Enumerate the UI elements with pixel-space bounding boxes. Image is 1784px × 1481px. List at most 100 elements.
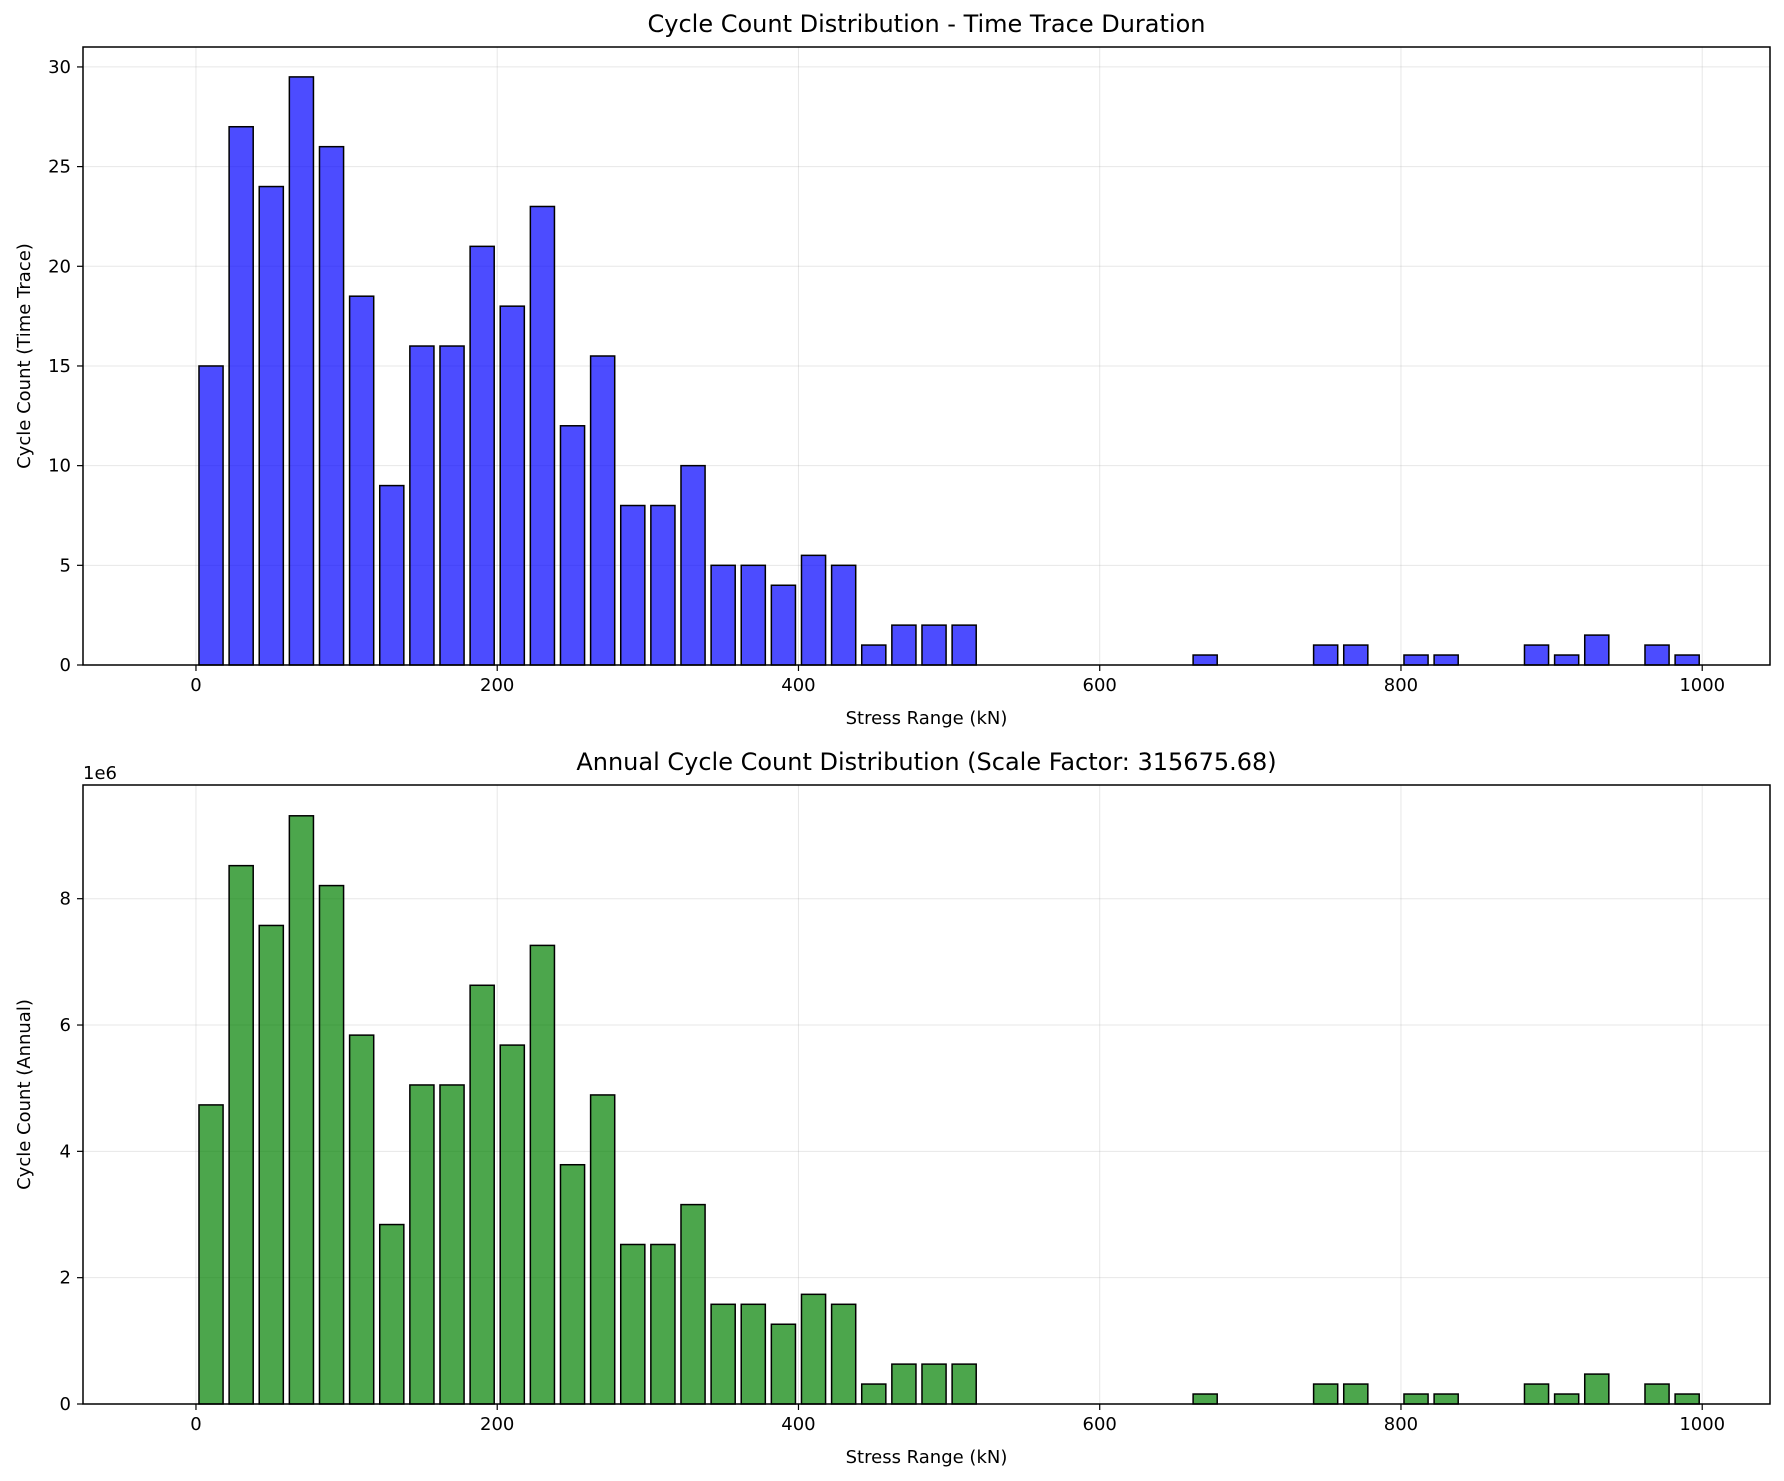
bar xyxy=(1433,1393,1459,1405)
bar xyxy=(1553,654,1580,666)
bar xyxy=(680,464,706,666)
bar xyxy=(1312,644,1339,666)
bar xyxy=(469,245,495,666)
bar xyxy=(409,1084,435,1405)
bar xyxy=(559,1163,586,1405)
y-tick-label: 0 xyxy=(60,1394,71,1415)
bar xyxy=(288,76,315,666)
y-tick-label: 20 xyxy=(48,256,71,277)
bar xyxy=(1433,654,1459,666)
bar xyxy=(228,864,254,1405)
bar xyxy=(348,295,375,666)
x-tick-label: 200 xyxy=(480,675,514,696)
bar xyxy=(891,624,917,666)
bar xyxy=(348,1034,375,1405)
x-ticks: 0 200 400 600 800 1000 xyxy=(190,665,1725,696)
bar xyxy=(1403,1393,1429,1405)
y-ticks: 0 5 10 15 20 25 30 xyxy=(48,57,83,676)
annual-histogram-panel: 0 200 400 600 800 1000 0 2 4 6 8 Annual Cycle Cou… xyxy=(14,748,1771,1468)
bar xyxy=(1644,644,1670,666)
y-tick-label: 5 xyxy=(60,555,71,576)
bar xyxy=(198,365,224,666)
bar xyxy=(891,1363,917,1405)
chart-title: Cycle Count Distribution - Time Trace Du… xyxy=(648,10,1206,38)
bar xyxy=(589,355,616,666)
x-tick-label: 400 xyxy=(781,675,815,696)
x-tick-label: 0 xyxy=(190,1414,201,1435)
x-tick-label: 600 xyxy=(1083,675,1117,696)
bar xyxy=(529,205,556,666)
bar xyxy=(921,1363,947,1405)
bar xyxy=(800,1293,827,1405)
x-tick-label: 1000 xyxy=(1679,675,1725,696)
bar xyxy=(740,564,767,666)
plot-frame xyxy=(82,784,1771,1405)
bar xyxy=(589,1094,616,1405)
bar xyxy=(710,1303,736,1405)
y-tick-label: 6 xyxy=(60,1015,71,1036)
bars-group xyxy=(198,815,1700,1405)
bar xyxy=(529,944,556,1405)
bar xyxy=(619,1243,646,1405)
plot-frame xyxy=(82,46,1771,666)
bar xyxy=(770,1323,797,1405)
bar xyxy=(1674,654,1700,666)
bar xyxy=(469,984,495,1405)
bar xyxy=(1403,654,1429,666)
bar xyxy=(860,1383,887,1405)
x-tick-label: 400 xyxy=(781,1414,815,1435)
bar xyxy=(800,554,827,666)
y-tick-label: 15 xyxy=(48,356,71,377)
x-axis-label: Stress Range (kN) xyxy=(846,708,1008,729)
bar xyxy=(1312,1383,1339,1405)
y-tick-label: 4 xyxy=(60,1141,71,1162)
bar xyxy=(499,305,526,666)
bar xyxy=(860,644,887,666)
y-tick-label: 0 xyxy=(60,655,71,676)
bar xyxy=(680,1203,706,1405)
bar xyxy=(378,1223,405,1405)
bar xyxy=(499,1044,526,1405)
bar xyxy=(951,1363,977,1405)
y-tick-label: 25 xyxy=(48,157,71,178)
bar xyxy=(1342,1383,1369,1405)
y-axis-label: Cycle Count (Time Trace) xyxy=(14,243,35,469)
bar xyxy=(439,1084,465,1405)
bar xyxy=(1583,634,1610,666)
bar xyxy=(378,484,405,666)
bar xyxy=(770,584,797,666)
bar xyxy=(1674,1393,1700,1405)
x-tick-label: 800 xyxy=(1384,1414,1418,1435)
y-tick-label: 8 xyxy=(60,889,71,910)
y-axis-label: Cycle Count (Annual) xyxy=(14,999,35,1190)
bar xyxy=(921,624,947,666)
bar xyxy=(1342,644,1369,666)
x-tick-label: 600 xyxy=(1083,1414,1117,1435)
x-tick-label: 200 xyxy=(480,1414,514,1435)
bar xyxy=(1644,1383,1670,1405)
x-ticks: 0 200 400 600 800 1000 xyxy=(190,1404,1725,1435)
bar xyxy=(198,1104,224,1405)
x-axis-label: Stress Range (kN) xyxy=(846,1447,1008,1468)
x-tick-label: 1000 xyxy=(1679,1414,1725,1435)
bar xyxy=(1553,1393,1580,1405)
y-offset-text: 1e6 xyxy=(83,763,117,784)
bars-group xyxy=(198,76,1700,666)
bar xyxy=(1192,1393,1218,1405)
bar xyxy=(228,125,254,666)
bar xyxy=(951,624,977,666)
bar xyxy=(288,815,315,1405)
bar xyxy=(1192,654,1218,666)
bar xyxy=(710,564,736,666)
time-trace-histogram-panel: 0 200 400 600 800 1000 0 5 10 15 20 25 30 Cycle Cou… xyxy=(14,10,1771,729)
bar xyxy=(258,924,285,1405)
bar xyxy=(740,1303,767,1405)
bar xyxy=(439,345,465,666)
bar xyxy=(830,564,857,666)
bar xyxy=(318,145,345,666)
bar xyxy=(1583,1373,1610,1405)
bar xyxy=(318,884,345,1405)
bar xyxy=(559,425,586,666)
bar xyxy=(619,504,646,666)
